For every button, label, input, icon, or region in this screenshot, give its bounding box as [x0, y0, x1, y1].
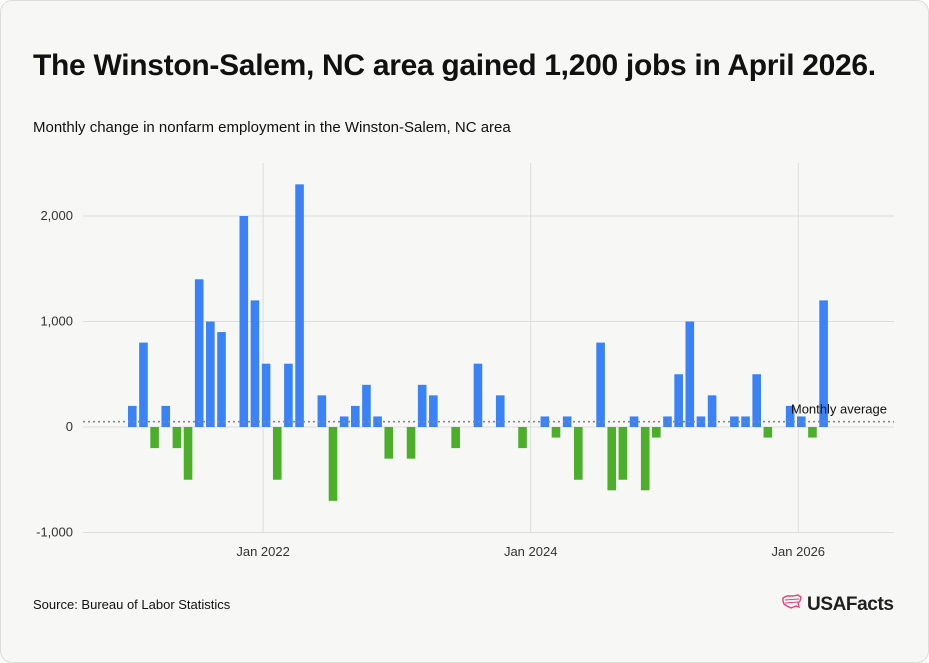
bar-positive — [284, 363, 293, 427]
bar-negative — [384, 427, 394, 459]
bar-positive — [495, 395, 505, 427]
source-note: Source: Bureau of Labor Statistics — [33, 597, 231, 612]
brand-name: USAFacts — [807, 593, 894, 615]
bar-positive — [685, 321, 695, 427]
bar-positive — [161, 405, 171, 427]
bar-positive — [562, 416, 572, 427]
bar-negative — [328, 427, 338, 501]
bar-positive — [250, 300, 260, 427]
bar-negative — [172, 427, 182, 449]
bar-negative — [652, 427, 661, 438]
y-tick-label: -1,000 — [36, 525, 73, 540]
x-tick-label: Jan 2024 — [504, 544, 558, 559]
bar-positive — [217, 332, 226, 427]
bar-positive — [741, 416, 750, 427]
grid-lines — [83, 163, 894, 533]
bar-negative — [183, 427, 193, 480]
bar-negative — [406, 427, 416, 459]
bar-positive — [752, 374, 761, 427]
bar-positive — [663, 416, 672, 427]
chart-subtitle: Monthly change in nonfarm employment in … — [33, 119, 511, 136]
us-map-icon — [781, 593, 803, 616]
bar-positive — [373, 416, 382, 427]
bar-positive — [429, 395, 438, 427]
y-tick-label: 0 — [66, 419, 73, 434]
bar-positive — [707, 395, 717, 427]
bar-positive — [362, 384, 371, 427]
bar-negative — [640, 427, 650, 491]
bar-negative — [451, 427, 460, 449]
bar-positive — [417, 384, 427, 427]
bar-negative — [574, 427, 583, 480]
bar-negative — [272, 427, 282, 480]
bar-positive — [797, 416, 806, 427]
bar-positive — [206, 321, 215, 427]
bar-positive — [128, 405, 137, 427]
brand-logo: USAFacts — [781, 593, 894, 616]
bar-positive — [139, 342, 148, 427]
bar-negative — [763, 427, 773, 438]
bar-positive — [317, 395, 327, 427]
page-title: The Winston-Salem, NC area gained 1,200 … — [33, 49, 876, 82]
x-tick-label: Jan 2026 — [772, 544, 826, 559]
bar-positive — [194, 279, 204, 427]
bar-negative — [607, 427, 617, 491]
average-line-group: Monthly average — [83, 402, 894, 423]
bar-positive — [785, 405, 795, 427]
y-tick-label: 1,000 — [40, 314, 73, 329]
bar-positive — [819, 300, 828, 427]
bar-positive — [261, 363, 271, 427]
tick-labels: -1,000 0 1,000 2,000 Jan 2022 Jan 2024 Jan 202… — [36, 208, 825, 559]
bar-negative — [551, 427, 561, 438]
bar-positive — [239, 216, 249, 427]
bar-positive — [596, 342, 605, 427]
bar-negative — [808, 427, 817, 438]
bar-negative — [618, 427, 628, 480]
bar-chart: Monthly average -1,000 0 1,000 2,000 Jan 202… — [36, 163, 894, 559]
bar-positive — [473, 363, 483, 427]
bar-series — [128, 184, 828, 501]
y-tick-label: 2,000 — [40, 208, 73, 223]
x-tick-label: Jan 2022 — [236, 544, 290, 559]
bar-positive — [351, 405, 360, 427]
average-label: Monthly average — [791, 402, 887, 417]
bar-positive — [674, 374, 683, 427]
bar-negative — [150, 427, 159, 449]
bar-positive — [696, 416, 706, 427]
bar-positive — [295, 184, 304, 427]
bar-negative — [518, 427, 527, 449]
